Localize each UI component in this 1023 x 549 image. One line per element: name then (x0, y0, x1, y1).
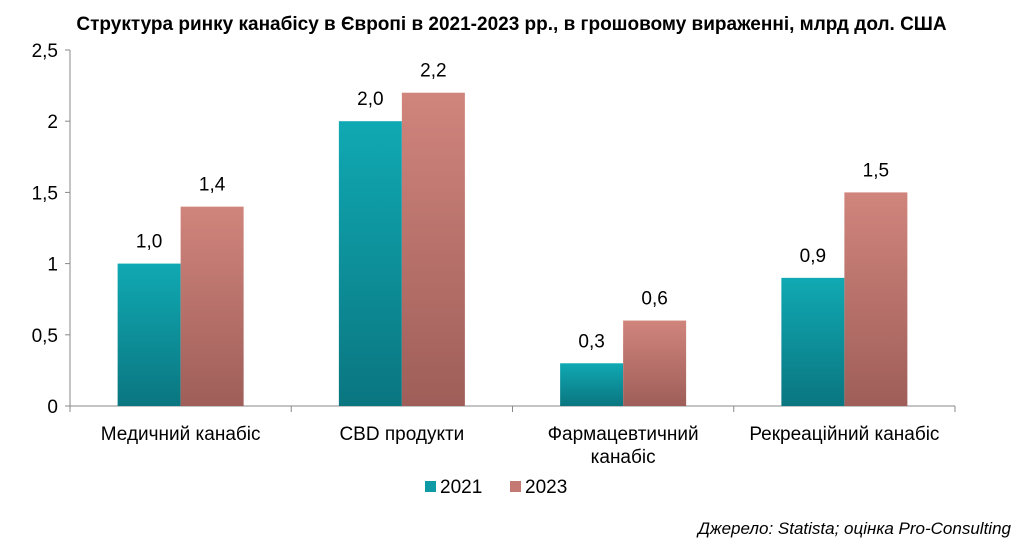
legend-label: 2023 (525, 477, 567, 498)
data-label: 2,2 (420, 61, 446, 82)
data-label: 1,5 (863, 160, 889, 181)
y-tick-label: 0,5 (32, 326, 58, 347)
axes: 0 0,5 1 1,5 2 2,5 Медичний канабіс CBD продукти… (32, 41, 956, 468)
data-label: 0,6 (641, 289, 667, 310)
data-label: 2,0 (357, 89, 383, 110)
x-category-label: Рекреаційний канабіс (749, 424, 939, 445)
data-label: 1,0 (136, 232, 162, 253)
source-note: Джерело: Statista; оцінка Pro-Consulting (697, 519, 1011, 538)
data-label: 1,4 (199, 175, 226, 196)
bar-2021 (560, 363, 624, 406)
legend-swatch-2021 (425, 481, 436, 492)
legend-label: 2021 (440, 477, 482, 498)
bar-2021 (338, 121, 402, 406)
bar-2023 (844, 192, 908, 406)
bars (117, 92, 908, 406)
y-tick-label: 2,5 (32, 41, 58, 62)
legend: 2021 2023 (425, 477, 567, 498)
y-tick-label: 1 (47, 255, 58, 276)
bar-2021 (781, 277, 845, 406)
data-labels: 1,0 1,4 2,0 2,2 0,3 0,6 0,9 1,5 (136, 61, 889, 353)
x-category-label: Фармацевтичний (548, 424, 699, 445)
x-category-label: Медичний канабіс (101, 424, 261, 445)
bar-2021 (117, 263, 181, 406)
data-label: 0,9 (800, 246, 826, 267)
bar-2023 (401, 92, 465, 406)
y-tick-label: 0 (47, 397, 58, 418)
bar-2023 (623, 320, 687, 406)
x-category-label: канабіс (591, 447, 656, 468)
x-category-label: CBD продукти (339, 424, 464, 445)
data-label: 0,3 (578, 331, 604, 352)
chart-title: Структура ринку канабісу в Європі в 2021… (76, 14, 947, 35)
y-tick-label: 2 (47, 112, 58, 133)
y-tick-label: 1,5 (32, 183, 58, 204)
legend-swatch-2023 (510, 481, 521, 492)
bar-2023 (180, 206, 244, 406)
